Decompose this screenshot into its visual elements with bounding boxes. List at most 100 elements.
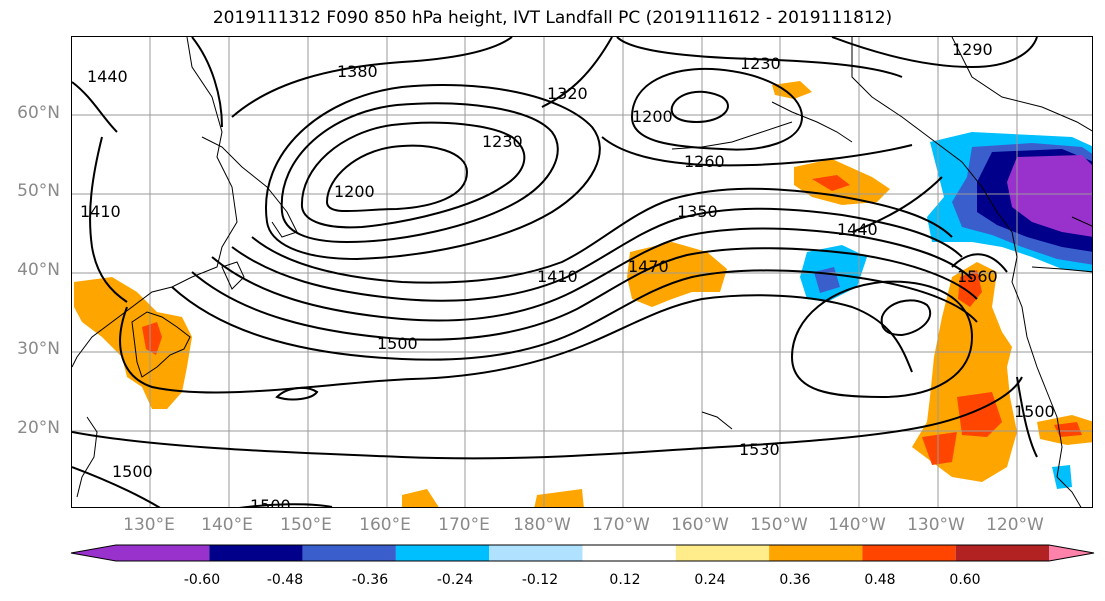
ivt-shade-japan-core [142,322,162,355]
lon-label-160e: 160°E [359,515,411,535]
colorbar-tick-label: -0.36 [351,572,389,588]
height-contours [72,37,1038,507]
contour-band-2 [231,207,963,302]
contour-label: 1500 [377,334,418,353]
contour-1500-east [1016,376,1038,458]
contour-1260 [601,136,913,167]
lon-label-150e: 150°E [280,515,332,535]
contour-1230 [300,121,526,229]
ivt-shade-right-core [1054,422,1082,437]
contour-1380 [231,37,513,118]
colorbar-segment [489,545,583,561]
ivt-shade-bottom-1 [402,489,439,507]
lon-label-120w: 120°W [986,515,1044,535]
contour-1290 [831,37,1038,69]
contour-high-outer [790,280,974,399]
ivt-shade-bottom-2 [534,489,584,507]
lat-label-30n: 30°N [17,339,60,359]
contour-band-3 [211,227,973,322]
lon-label-140e: 140°E [201,515,253,535]
contour-high-inner [880,299,932,337]
contour-label: 1290 [952,40,993,59]
colorbar-tick-label: -0.60 [183,572,221,588]
contour-1200-low [325,144,469,213]
colorbar-segment [769,545,863,561]
colorbar-segment [71,545,210,561]
coastlines [72,37,1092,507]
contour-label: 1200 [334,182,375,201]
lat-label-20n: 20°N [17,418,60,438]
contour-label: 1470 [628,257,669,276]
contour-label: 1500 [112,462,153,481]
lon-label-150w: 150°W [750,515,808,535]
contour-outer-asia [191,37,223,128]
colorbar-tick-label: 0.12 [609,572,641,588]
lat-label-50n: 50°N [17,181,60,201]
contour-label: 1380 [337,62,378,81]
colorbar-tick-label: -0.48 [266,572,304,588]
coast-philippines [76,416,98,498]
contour-aleutian-1230 [616,37,903,78]
contour-1500-lower [72,466,161,507]
contour-band-4 [191,247,978,341]
contour-1320 [541,37,613,108]
coast-alaska [851,37,1013,233]
lon-label-180w: 180°W [513,515,571,535]
contour-label: 1230 [740,54,781,73]
contour-band-1 [251,187,953,284]
map-title: 2019111312 F090 850 hPa height, IVT Land… [212,8,893,28]
ivt-shade-east-core3 [922,432,957,465]
contour-1440-nw [72,81,118,133]
contour-label: 1500 [250,496,291,508]
map-canvas: 1380 1320 1230 1290 1440 1230 1200 1200 … [72,37,1092,508]
coast-hokkaido [221,261,245,290]
contour-label-group: 1380 1320 1230 1290 1440 1230 1200 1200 … [80,40,1055,508]
contour-inner1 [280,102,559,244]
contour-label: 1320 [547,84,588,103]
ivt-shade-japan [74,277,192,409]
contour-label: 1230 [482,132,523,151]
colorbar-segment [209,545,303,561]
colorbar-tick-label: 0.24 [694,572,726,588]
contour-label: 1530 [739,440,780,459]
contour-label: 1440 [837,220,878,239]
lon-label-140w: 140°W [828,515,886,535]
coast-mexico [1056,476,1082,507]
colorbar-segment [395,545,490,561]
ivt-shade-small-blue [1052,465,1072,489]
contour-label: 1440 [87,67,128,86]
contour-1410-west [89,136,128,303]
contour-label: 1410 [537,267,578,286]
contour-band-5 [171,269,978,361]
lon-label-170e: 170°E [438,515,490,535]
contour-1500-bottom [239,503,333,507]
coast-canada-north [951,37,1092,132]
coast-kamchatka [201,136,298,238]
lat-label-40n: 40°N [17,260,60,280]
contour-label: 1200 [632,107,673,126]
contour-1530 [72,376,1023,460]
lon-label-160w: 160°W [671,515,729,535]
coast-hawaii [701,411,733,430]
colorbar-tick-label: 0.48 [864,572,896,588]
colorbar-segment [1049,545,1094,561]
contour-aleutian-1200 [630,67,804,151]
colorbar-outline [70,544,1095,562]
coast-alaska-peninsula [771,101,853,143]
colorbar-tick-label: -0.24 [436,572,474,588]
colorbar-segment [675,545,770,561]
lon-label-130e: 130°E [123,515,175,535]
contour-1500 [119,294,913,394]
coast-asia [72,37,238,368]
contour-label: 1560 [957,267,998,286]
ivt-shade-goa-core [812,175,850,191]
colorbar-segment [302,545,396,561]
coast-stlawrence [1071,216,1092,227]
lat-label-60n: 60°N [17,103,60,123]
contour-label: 1410 [80,202,121,221]
contour-label: 1500 [1014,402,1055,421]
map-panel: 1380 1320 1230 1290 1440 1230 1200 1200 … [71,36,1093,508]
colorbar-tick-label: -0.12 [521,572,559,588]
contour-1440-east [851,176,943,233]
colorbar-tick-label: 0.36 [779,572,811,588]
